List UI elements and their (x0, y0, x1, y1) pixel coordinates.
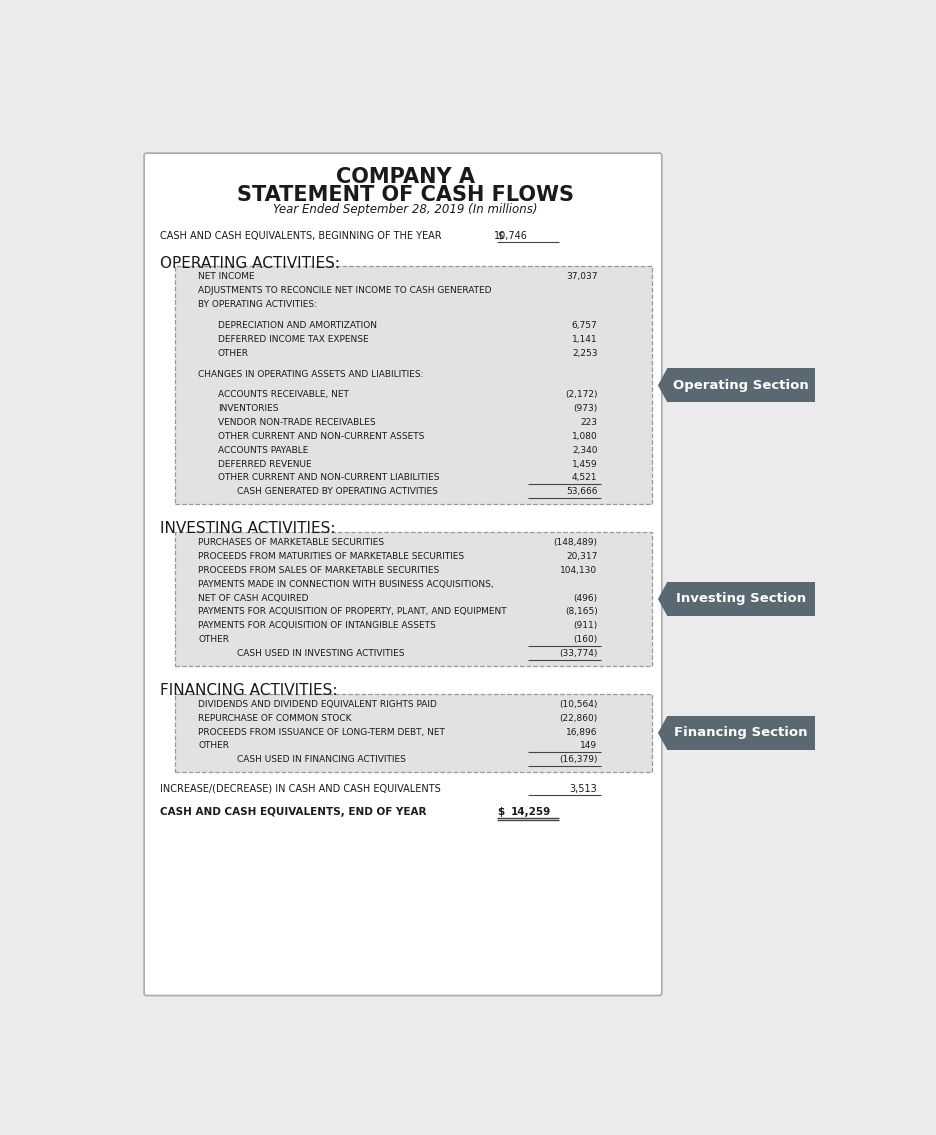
Text: (973): (973) (573, 404, 597, 413)
Text: $: $ (497, 807, 504, 817)
Text: CASH USED IN INVESTING ACTIVITIES: CASH USED IN INVESTING ACTIVITIES (237, 649, 404, 658)
Text: OTHER CURRENT AND NON-CURRENT LIABILITIES: OTHER CURRENT AND NON-CURRENT LIABILITIE… (218, 473, 439, 482)
Text: OTHER: OTHER (198, 636, 229, 645)
Text: NET INCOME: NET INCOME (198, 272, 255, 281)
Text: OPERATING ACTIVITIES:: OPERATING ACTIVITIES: (160, 255, 340, 270)
Text: FINANCING ACTIVITIES:: FINANCING ACTIVITIES: (160, 683, 337, 698)
Bar (667, 582, 814, 616)
Text: 37,037: 37,037 (566, 272, 597, 281)
Bar (175, 532, 651, 666)
Text: PAYMENTS FOR ACQUISITION OF PROPERTY, PLANT, AND EQUIPMENT: PAYMENTS FOR ACQUISITION OF PROPERTY, PL… (198, 607, 507, 616)
Text: NET OF CASH ACQUIRED: NET OF CASH ACQUIRED (198, 594, 309, 603)
Text: INCREASE/(DECREASE) IN CASH AND CASH EQUIVALENTS: INCREASE/(DECREASE) IN CASH AND CASH EQU… (160, 784, 440, 793)
Text: DEPRECIATION AND AMORTIZATION: DEPRECIATION AND AMORTIZATION (218, 321, 377, 330)
Text: PROCEEDS FROM SALES OF MARKETABLE SECURITIES: PROCEEDS FROM SALES OF MARKETABLE SECURI… (198, 566, 440, 574)
Text: (16,379): (16,379) (559, 755, 597, 764)
Text: ACCOUNTS RECEIVABLE, NET: ACCOUNTS RECEIVABLE, NET (218, 390, 348, 400)
Text: BY OPERATING ACTIVITIES:: BY OPERATING ACTIVITIES: (198, 301, 317, 309)
Text: 104,130: 104,130 (561, 566, 597, 574)
Text: STATEMENT OF CASH FLOWS: STATEMENT OF CASH FLOWS (237, 185, 574, 204)
Polygon shape (658, 716, 667, 750)
Text: Year Ended September 28, 2019 (In millions): Year Ended September 28, 2019 (In millio… (273, 203, 537, 216)
Text: PAYMENTS FOR ACQUISITION OF INTANGIBLE ASSETS: PAYMENTS FOR ACQUISITION OF INTANGIBLE A… (198, 621, 436, 630)
Text: (8,165): (8,165) (564, 607, 597, 616)
Text: REPURCHASE OF COMMON STOCK: REPURCHASE OF COMMON STOCK (198, 714, 352, 723)
Bar (175, 267, 651, 504)
Text: DEFERRED REVENUE: DEFERRED REVENUE (218, 460, 312, 469)
Polygon shape (658, 582, 667, 616)
Text: VENDOR NON-TRADE RECEIVABLES: VENDOR NON-TRADE RECEIVABLES (218, 418, 375, 427)
Text: (496): (496) (574, 594, 597, 603)
Text: OTHER: OTHER (218, 348, 249, 358)
Text: 6,757: 6,757 (572, 321, 597, 330)
Bar (667, 716, 814, 750)
Text: CASH GENERATED BY OPERATING ACTIVITIES: CASH GENERATED BY OPERATING ACTIVITIES (237, 487, 438, 496)
Text: (160): (160) (573, 636, 597, 645)
Text: Financing Section: Financing Section (674, 726, 808, 739)
Text: DEFERRED INCOME TAX EXPENSE: DEFERRED INCOME TAX EXPENSE (218, 335, 369, 344)
Text: 2,340: 2,340 (572, 446, 597, 455)
Polygon shape (658, 369, 667, 402)
Text: 14,259: 14,259 (511, 807, 551, 817)
FancyBboxPatch shape (144, 153, 662, 995)
Text: 16,896: 16,896 (566, 728, 597, 737)
Text: 20,317: 20,317 (566, 552, 597, 561)
Text: 1,459: 1,459 (572, 460, 597, 469)
Text: PAYMENTS MADE IN CONNECTION WITH BUSINESS ACQUISITIONS,: PAYMENTS MADE IN CONNECTION WITH BUSINES… (198, 580, 494, 589)
Text: Operating Section: Operating Section (673, 379, 809, 392)
Text: (33,774): (33,774) (559, 649, 597, 658)
Text: COMPANY A: COMPANY A (336, 167, 475, 187)
Text: INVENTORIES: INVENTORIES (218, 404, 278, 413)
Text: (911): (911) (573, 621, 597, 630)
Text: (148,489): (148,489) (553, 538, 597, 547)
Text: PROCEEDS FROM MATURITIES OF MARKETABLE SECURITIES: PROCEEDS FROM MATURITIES OF MARKETABLE S… (198, 552, 464, 561)
Bar (667, 369, 814, 402)
Text: 223: 223 (580, 418, 597, 427)
Text: PROCEEDS FROM ISSUANCE OF LONG-TERM DEBT, NET: PROCEEDS FROM ISSUANCE OF LONG-TERM DEBT… (198, 728, 446, 737)
Text: CASH USED IN FINANCING ACTIVITIES: CASH USED IN FINANCING ACTIVITIES (237, 755, 406, 764)
Text: ACCOUNTS PAYABLE: ACCOUNTS PAYABLE (218, 446, 308, 455)
Bar (175, 693, 651, 772)
Text: ADJUSTMENTS TO RECONCILE NET INCOME TO CASH GENERATED: ADJUSTMENTS TO RECONCILE NET INCOME TO C… (198, 286, 492, 295)
Text: (22,860): (22,860) (559, 714, 597, 723)
Text: 10,746: 10,746 (494, 230, 528, 241)
Text: Investing Section: Investing Section (676, 592, 806, 605)
Text: CASH AND CASH EQUIVALENTS, BEGINNING OF THE YEAR: CASH AND CASH EQUIVALENTS, BEGINNING OF … (160, 230, 441, 241)
Text: PURCHASES OF MARKETABLE SECURITIES: PURCHASES OF MARKETABLE SECURITIES (198, 538, 385, 547)
Text: (10,564): (10,564) (559, 700, 597, 709)
Text: 1,080: 1,080 (572, 432, 597, 440)
Text: 3,513: 3,513 (570, 784, 597, 793)
Text: 1,141: 1,141 (572, 335, 597, 344)
Text: 4,521: 4,521 (572, 473, 597, 482)
Text: OTHER: OTHER (198, 741, 229, 750)
Text: 2,253: 2,253 (572, 348, 597, 358)
Text: CASH AND CASH EQUIVALENTS, END OF YEAR: CASH AND CASH EQUIVALENTS, END OF YEAR (160, 807, 426, 817)
Text: DIVIDENDS AND DIVIDEND EQUIVALENT RIGHTS PAID: DIVIDENDS AND DIVIDEND EQUIVALENT RIGHTS… (198, 700, 437, 709)
Text: 149: 149 (580, 741, 597, 750)
Text: INVESTING ACTIVITIES:: INVESTING ACTIVITIES: (160, 521, 335, 536)
Text: $: $ (497, 230, 503, 241)
Text: OTHER CURRENT AND NON-CURRENT ASSETS: OTHER CURRENT AND NON-CURRENT ASSETS (218, 432, 424, 440)
Text: 53,666: 53,666 (566, 487, 597, 496)
Text: CHANGES IN OPERATING ASSETS AND LIABILITIES:: CHANGES IN OPERATING ASSETS AND LIABILIT… (198, 370, 424, 378)
Text: (2,172): (2,172) (565, 390, 597, 400)
